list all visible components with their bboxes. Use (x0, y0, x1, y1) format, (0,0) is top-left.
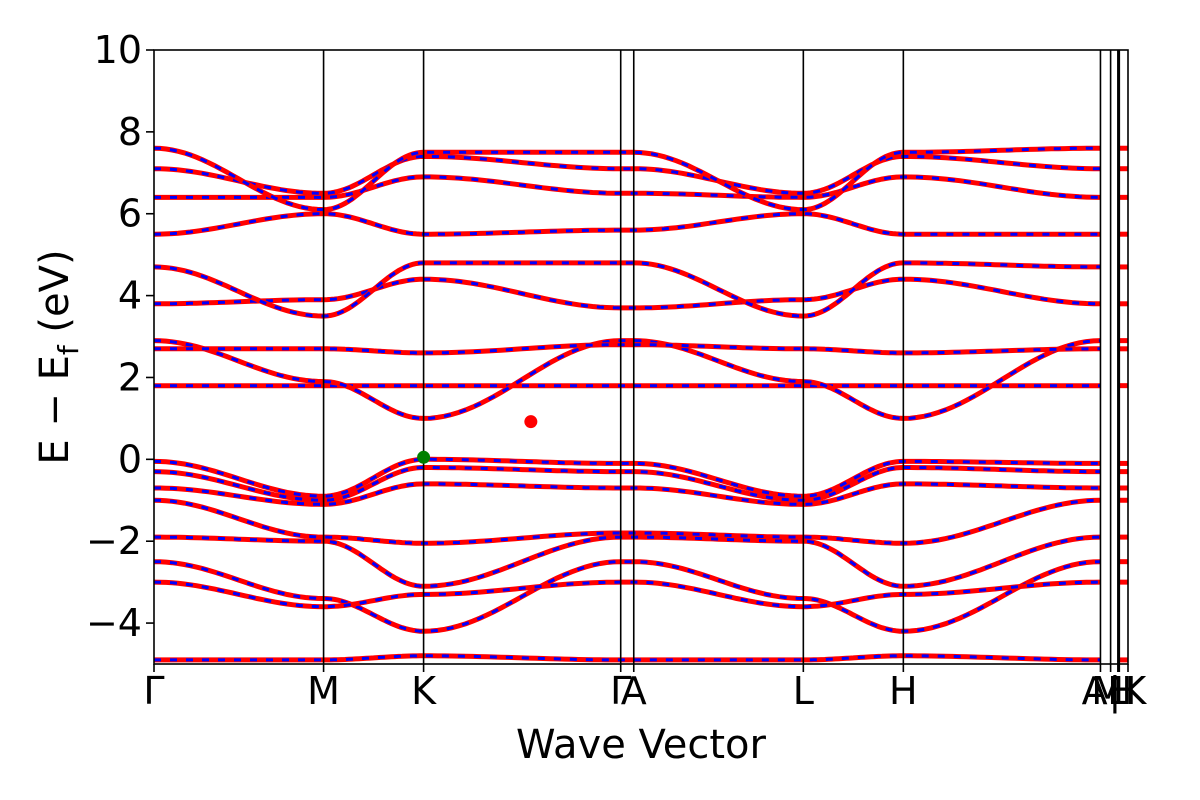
high-symmetry-lines (322, 50, 1121, 664)
band-6-dashed (154, 560, 1101, 633)
x-tick-label: L (793, 669, 814, 713)
y-tick-label: −2 (86, 519, 142, 563)
x-tick-label: H (889, 669, 918, 713)
x-tick-label: M (307, 669, 340, 713)
x-tick-label: A (621, 669, 647, 713)
y-axis-title: E − Ef (eV) (32, 249, 85, 464)
y-tick-label: 6 (118, 192, 142, 236)
band-11-solid (154, 342, 1101, 356)
band-2-dashed (154, 466, 1101, 502)
x-tick-label: A (1082, 669, 1108, 713)
band-17-solid (154, 145, 1101, 213)
plot-frame (153, 49, 1129, 665)
cbm-marker (524, 415, 538, 429)
y-tick-label: 8 (118, 110, 142, 154)
band-12-dashed (154, 277, 1101, 310)
band-4-dashed (154, 498, 1101, 545)
x-tick-label: K (1121, 669, 1147, 713)
band-5-solid (154, 534, 1101, 589)
y-axis-title-unit: (eV) (32, 249, 78, 345)
x-tick-label: L (1107, 669, 1128, 713)
band-15-dashed (154, 175, 1101, 199)
x-tick-label: Γ (610, 669, 631, 713)
extrema-markers (417, 415, 538, 464)
x-axis-title: Wave Vector (516, 722, 767, 768)
band-1-dashed (154, 457, 1101, 498)
y-tick-label: 10 (94, 28, 142, 72)
band-13-dashed (154, 261, 1101, 318)
y-tick-label: 2 (118, 355, 142, 399)
y-axis-title-main: E − E (32, 355, 78, 465)
y-axis-title-subscript: f (52, 344, 85, 355)
band-14-dashed (154, 212, 1101, 236)
x-tick-label: K (411, 669, 437, 713)
band-3-dashed (154, 482, 1101, 506)
band-16-dashed (154, 154, 1101, 195)
y-tick-label: 0 (118, 437, 142, 481)
band-10-dashed (154, 339, 1101, 420)
vbm-marker (417, 450, 431, 464)
x-axis-ticks: Γ M K ΓA L H AM|LHK (143, 664, 1147, 714)
y-tick-label: −4 (86, 601, 142, 645)
x-tick-label: M (1091, 669, 1124, 713)
bands-layer (154, 145, 1128, 663)
band-8-solid (154, 653, 1101, 663)
y-tick-label: 4 (118, 274, 142, 318)
band-7-dashed (154, 580, 1101, 609)
x-tick-label: | (1109, 669, 1122, 714)
y-axis-ticks: −4 −2 0 2 4 6 8 10 (86, 28, 154, 645)
x-tick-label: H (1108, 669, 1137, 713)
x-tick-label: Γ (143, 669, 164, 713)
